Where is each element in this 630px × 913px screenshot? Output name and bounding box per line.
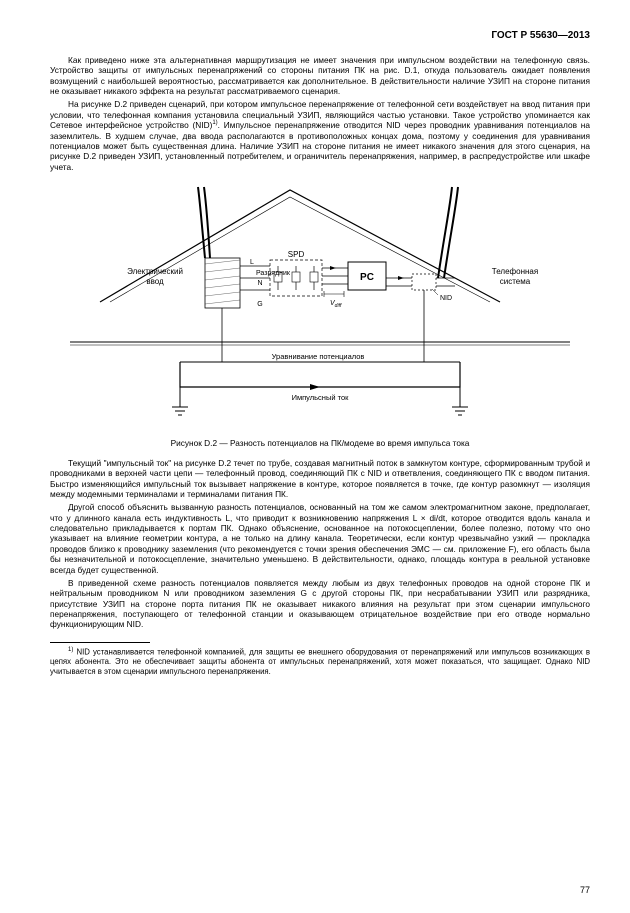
- doc-header: ГОСТ Р 55630—2013: [50, 30, 590, 41]
- figure-d2-svg: SPD L N G Разрядник Электрический ввод P…: [60, 182, 580, 427]
- paragraph-1: Как приведено ниже эта альтернативная ма…: [50, 55, 590, 96]
- svg-text:G: G: [257, 301, 262, 308]
- svg-text:L: L: [250, 259, 254, 266]
- footnote-separator: [50, 642, 150, 643]
- nid-box: [412, 274, 436, 290]
- footnote-text: 1) NID устанавливается телефонной компан…: [50, 647, 590, 677]
- page-number: 77: [580, 885, 590, 895]
- paragraph-5: В приведенной схеме разность потенциалов…: [50, 578, 590, 630]
- paragraph-3: Текущий "импульсный ток" на рисунке D.2 …: [50, 458, 590, 499]
- svg-text:ввод: ввод: [146, 277, 164, 286]
- figure-caption: Рисунок D.2 — Разность потенциалов на ПК…: [50, 438, 590, 448]
- spd-label: SPD: [288, 250, 305, 259]
- razryadnik-label: Разрядник: [256, 270, 291, 277]
- telephone-label: Телефонная: [492, 267, 538, 276]
- vdiff-label: Vdiff: [330, 300, 342, 309]
- figure-d2: SPD L N G Разрядник Электрический ввод P…: [50, 182, 590, 432]
- svg-text:N: N: [257, 280, 262, 287]
- page: ГОСТ Р 55630—2013 Как приведено ниже эта…: [0, 0, 630, 913]
- pc-label: PC: [360, 272, 374, 283]
- electric-input-label: Электрический: [127, 267, 183, 276]
- nid-label: NID: [440, 295, 452, 302]
- uravn-label: Уравнивание потенциалов: [272, 352, 365, 361]
- paragraph-4: Другой способ объяснить вызванную разнос…: [50, 502, 590, 575]
- paragraph-2: На рисунке D.2 приведен сценарий, при ко…: [50, 99, 590, 172]
- impuls-label: Импульсный ток: [292, 393, 350, 402]
- svg-text:система: система: [500, 277, 531, 286]
